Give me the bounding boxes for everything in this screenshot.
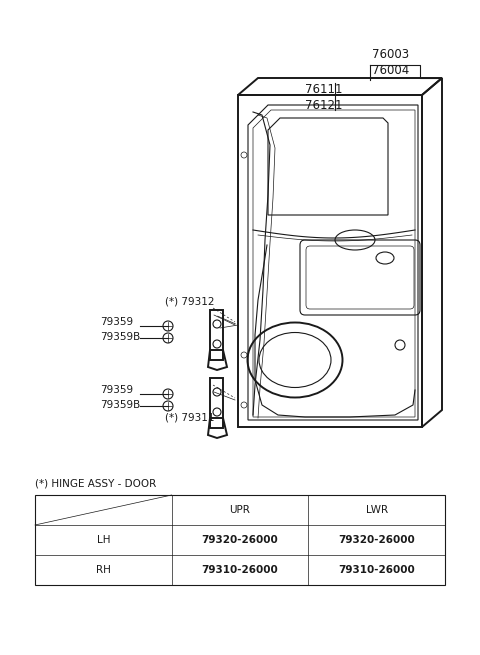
Text: 79310-26000: 79310-26000 (338, 565, 415, 575)
Text: (*) HINGE ASSY - DOOR: (*) HINGE ASSY - DOOR (35, 478, 156, 488)
Text: LWR: LWR (366, 505, 388, 515)
Circle shape (163, 321, 173, 331)
Circle shape (163, 401, 173, 411)
Text: (*) 79312: (*) 79312 (165, 297, 215, 307)
Text: 79359B: 79359B (100, 332, 140, 342)
Text: RH: RH (96, 565, 111, 575)
Text: 79359: 79359 (100, 385, 133, 395)
Text: 79310-26000: 79310-26000 (202, 565, 278, 575)
Bar (35, 495, 445, 585)
Text: (*) 79311: (*) 79311 (165, 413, 215, 423)
Circle shape (163, 333, 173, 343)
Text: LH: LH (96, 535, 110, 545)
Circle shape (163, 389, 173, 399)
Text: 79320-26000: 79320-26000 (202, 535, 278, 545)
Text: UPR: UPR (229, 505, 251, 515)
Text: 76003
76004: 76003 76004 (372, 48, 409, 77)
Text: 76111
76121: 76111 76121 (305, 83, 343, 112)
Text: 79359: 79359 (100, 317, 133, 327)
Text: 79359B: 79359B (100, 400, 140, 410)
Text: 79320-26000: 79320-26000 (338, 535, 415, 545)
